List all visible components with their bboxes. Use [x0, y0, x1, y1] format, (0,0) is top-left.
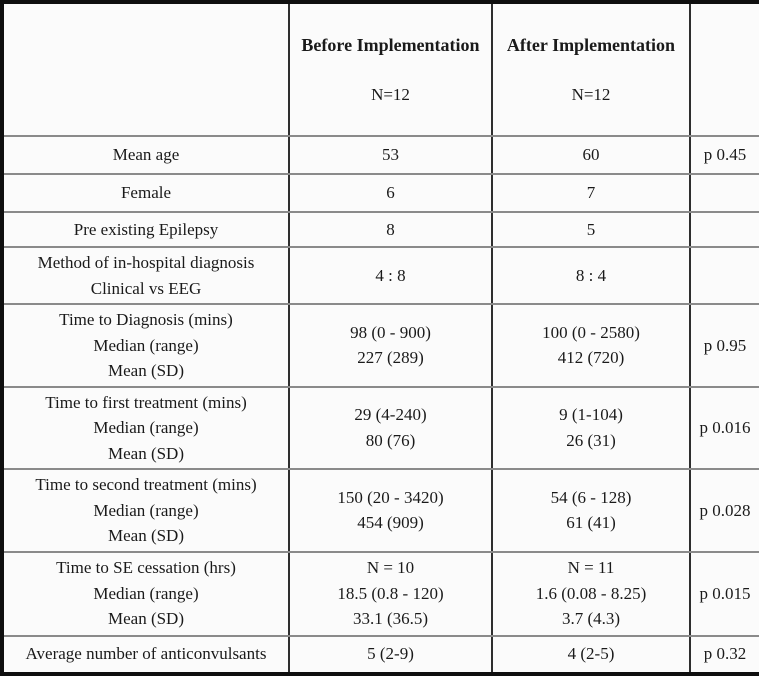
cell-before: 6: [288, 173, 493, 214]
cell-label: Average number of anticonvulsants: [0, 634, 290, 676]
cell-label: Time to second treatment (mins) Median (…: [0, 468, 290, 553]
header-after-n: N=12: [571, 85, 611, 105]
cell-label: Mean age: [0, 135, 290, 176]
cell-after: 7: [491, 173, 691, 214]
cell-before: 53: [288, 135, 493, 176]
cell-pvalue: p 0.32: [689, 634, 759, 676]
header-before-cell: Before Implementation N=12: [288, 0, 493, 138]
cell-label: Time to first treatment (mins) Median (r…: [0, 385, 290, 471]
cell-after: 8 : 4: [491, 246, 691, 306]
cell-pvalue: [689, 246, 759, 306]
cell-pvalue: [689, 211, 759, 249]
table-row-time-to-se-cessation: Time to SE cessation (hrs) Median (range…: [0, 550, 759, 637]
cell-pvalue: p 0.015: [689, 550, 759, 637]
cell-after: 60: [491, 135, 691, 176]
cell-before: 150 (20 - 3420) 454 (909): [288, 468, 493, 553]
table-row-time-to-second-treatment: Time to second treatment (mins) Median (…: [0, 468, 759, 553]
cell-label: Method of in-hospital diagnosis Clinical…: [0, 246, 290, 306]
cell-after: 100 (0 - 2580) 412 (720): [491, 303, 691, 388]
table-row-diagnosis-method: Method of in-hospital diagnosis Clinical…: [0, 246, 759, 306]
header-before-n: N=12: [371, 85, 410, 105]
cell-label: Time to Diagnosis (mins) Median (range) …: [0, 303, 290, 388]
cell-before: N = 10 18.5 (0.8 - 120) 33.1 (36.5): [288, 550, 493, 637]
header-empty-p-cell: [689, 0, 759, 138]
cell-label: Female: [0, 173, 290, 214]
cell-pvalue: p 0.45: [689, 135, 759, 176]
cell-before: 29 (4-240) 80 (76): [288, 385, 493, 471]
table-row-average-anticonvulsants: Average number of anticonvulsants 5 (2-9…: [0, 634, 759, 676]
cell-pvalue: [689, 173, 759, 214]
cell-pvalue: p 0.016: [689, 385, 759, 471]
cell-before: 4 : 8: [288, 246, 493, 306]
header-after-title: After Implementation: [506, 34, 676, 55]
cell-before: 5 (2-9): [288, 634, 493, 676]
cell-after: 4 (2-5): [491, 634, 691, 676]
header-before-title: Before Implementation: [301, 34, 480, 55]
header-empty-label-cell: [0, 0, 290, 138]
cell-before: 98 (0 - 900) 227 (289): [288, 303, 493, 388]
cell-label: Time to SE cessation (hrs) Median (range…: [0, 550, 290, 637]
cell-label: Pre existing Epilepsy: [0, 211, 290, 249]
header-after-cell: After Implementation N=12: [491, 0, 691, 138]
table-row-female: Female 6 7: [0, 173, 759, 214]
cell-before: 8: [288, 211, 493, 249]
table-row-pre-existing-epilepsy: Pre existing Epilepsy 8 5: [0, 211, 759, 249]
cell-after: 5: [491, 211, 691, 249]
table-row-mean-age: Mean age 53 60 p 0.45: [0, 135, 759, 176]
table-row-time-to-first-treatment: Time to first treatment (mins) Median (r…: [0, 385, 759, 471]
cell-pvalue: p 0.95: [689, 303, 759, 388]
table-row-time-to-diagnosis: Time to Diagnosis (mins) Median (range) …: [0, 303, 759, 388]
table-header-row: Before Implementation N=12 After Impleme…: [0, 0, 759, 138]
cell-after: N = 11 1.6 (0.08 - 8.25) 3.7 (4.3): [491, 550, 691, 637]
cell-pvalue: p 0.028: [689, 468, 759, 553]
cell-after: 9 (1-104) 26 (31): [491, 385, 691, 471]
cell-after: 54 (6 - 128) 61 (41): [491, 468, 691, 553]
